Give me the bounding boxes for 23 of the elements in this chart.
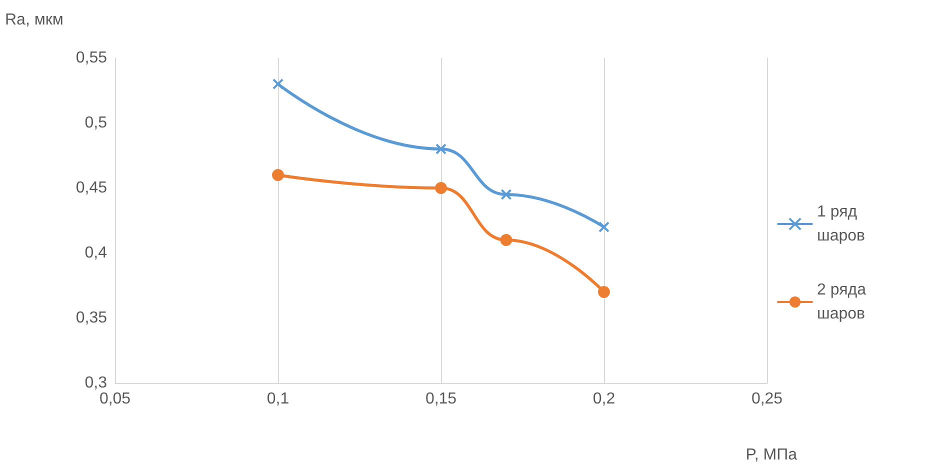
y-tick-label: 0,5	[84, 114, 108, 132]
x-tick-label: 0,15	[425, 390, 457, 408]
y-tick-label: 0,4	[84, 244, 108, 262]
y-tick-label: 0,3	[84, 374, 108, 392]
legend-label: 1 ряд шаров	[817, 204, 866, 244]
point	[436, 144, 446, 154]
point	[272, 169, 284, 181]
y-axis-title: Ra, мкм	[5, 12, 64, 28]
y-tick-label: 0,45	[76, 180, 108, 196]
point	[272, 78, 284, 90]
x-tick-label: 0,1	[266, 390, 290, 408]
point	[500, 234, 512, 246]
legend-label: 2 ряда шаров	[817, 282, 870, 322]
x-tick-label: 0,25	[751, 390, 783, 408]
x-axis-title: P, МПа	[746, 446, 798, 464]
y-tick-label: 0,55	[76, 50, 108, 66]
x-tick-label: 0,2	[592, 390, 616, 408]
y-tick-label: 0,35	[76, 310, 108, 326]
point	[435, 182, 447, 194]
point	[500, 189, 512, 200]
x-tick-label: 0,05	[99, 390, 131, 408]
point	[598, 286, 610, 298]
point	[598, 222, 610, 232]
